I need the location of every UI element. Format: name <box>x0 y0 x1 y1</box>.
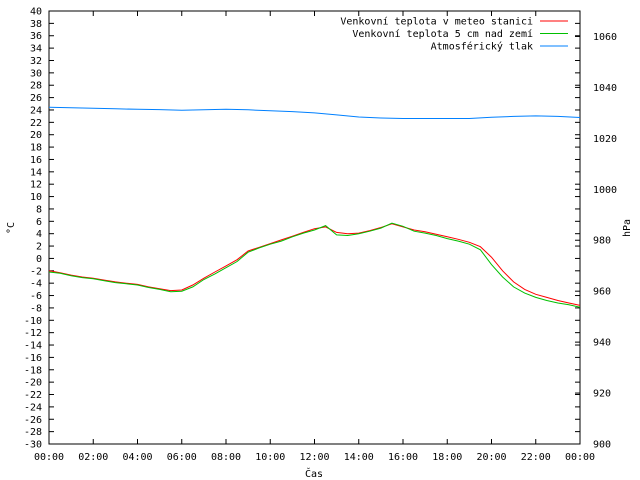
y-tick-label: -24 <box>24 402 42 413</box>
y-tick-label: -2 <box>30 266 42 277</box>
y-tick-label: 6 <box>36 217 42 228</box>
x-tick-label: 02:00 <box>78 452 108 463</box>
y2-tick-label: 1040 <box>593 83 617 94</box>
y-tick-label: -12 <box>24 328 42 339</box>
y2-tick-label: 960 <box>593 287 611 298</box>
y2-tick-label: 940 <box>593 338 611 349</box>
y2-tick-label: 900 <box>593 440 611 451</box>
x-tick-label: 00:00 <box>34 452 64 463</box>
y-tick-label: -20 <box>24 378 42 389</box>
y-tick-label: -4 <box>30 279 42 290</box>
y-left-axis: -30-28-26-24-22-20-18-16-14-12-10-8-6-4-… <box>24 7 580 451</box>
legend-label: Venkovní teplota 5 cm nad zemí <box>352 28 533 40</box>
x-tick-label: 16:00 <box>388 452 418 463</box>
x-tick-label: 14:00 <box>344 452 374 463</box>
y-tick-label: 18 <box>30 143 42 154</box>
y-tick-label: 34 <box>30 44 42 55</box>
y-tick-label: 12 <box>30 180 42 191</box>
y-tick-label: 36 <box>30 31 42 42</box>
y-tick-label: -18 <box>24 365 42 376</box>
y-tick-label: 8 <box>36 204 42 215</box>
plot-frame <box>48 10 581 445</box>
y-tick-label: -26 <box>24 415 42 426</box>
x-tick-label: 06:00 <box>167 452 197 463</box>
y-tick-label: 24 <box>30 105 42 116</box>
y2-axis-label: hPa <box>622 219 633 237</box>
x-axis: 00:00 02:00 04:00 06:00 08:00 10:00 12:00 14:00… <box>34 11 595 463</box>
y-tick-label: -14 <box>24 341 42 352</box>
y-tick-label: -6 <box>30 291 42 302</box>
y-tick-label: 26 <box>30 93 42 104</box>
y-tick-label: 30 <box>30 68 42 79</box>
x-tick-label: 20:00 <box>476 452 506 463</box>
y-tick-label: -30 <box>24 440 42 451</box>
y-tick-label: 38 <box>30 19 42 30</box>
x-tick-label: 12:00 <box>299 452 329 463</box>
y-tick-label: 14 <box>30 167 42 178</box>
y2-tick-label: 1000 <box>593 185 617 196</box>
x-tick-label: 18:00 <box>432 452 462 463</box>
y-tick-label: 10 <box>30 192 42 203</box>
y-tick-label: -16 <box>24 353 42 364</box>
y-tick-label: -22 <box>24 390 42 401</box>
x-axis-label: Čas <box>305 467 323 480</box>
series-group <box>48 106 581 308</box>
series-line-3 <box>48 106 581 119</box>
y-tick-label: 2 <box>36 242 42 253</box>
y2-tick-label: 1020 <box>593 134 617 145</box>
x-tick-label: 00:00 <box>565 452 595 463</box>
series-line-1 <box>48 223 581 306</box>
y-tick-label: 16 <box>30 155 42 166</box>
legend-label: Venkovní teplota v meteo stanici <box>340 16 533 28</box>
x-tick-label: 04:00 <box>122 452 152 463</box>
y2-tick-label: 1060 <box>593 32 617 43</box>
x-tick-label: 10:00 <box>255 452 285 463</box>
legend-label: Atmosférický tlak <box>431 41 533 53</box>
y-tick-label: 4 <box>36 229 42 240</box>
legend: Venkovní teplota v meteo staniciVenkovní… <box>340 16 568 53</box>
y-axis-label: °C <box>6 222 17 234</box>
x-tick-label: 08:00 <box>211 452 241 463</box>
y-tick-label: 32 <box>30 56 42 67</box>
y-tick-label: 40 <box>30 7 42 18</box>
y-tick-label: 20 <box>30 130 42 141</box>
y-tick-label: 0 <box>36 254 42 265</box>
y2-tick-label: 920 <box>593 389 611 400</box>
x-tick-label: 22:00 <box>521 452 551 463</box>
y-tick-label: 22 <box>30 118 42 129</box>
y2-tick-label: 980 <box>593 236 611 247</box>
y-tick-label: -10 <box>24 316 42 327</box>
y-right-axis: 900 920 940 960 980 1000 1020 1040 1060 <box>575 32 617 451</box>
y-tick-label: 28 <box>30 81 42 92</box>
series-line-2 <box>48 222 581 308</box>
y-tick-label: -8 <box>30 303 42 314</box>
y-tick-label: -28 <box>24 427 42 438</box>
